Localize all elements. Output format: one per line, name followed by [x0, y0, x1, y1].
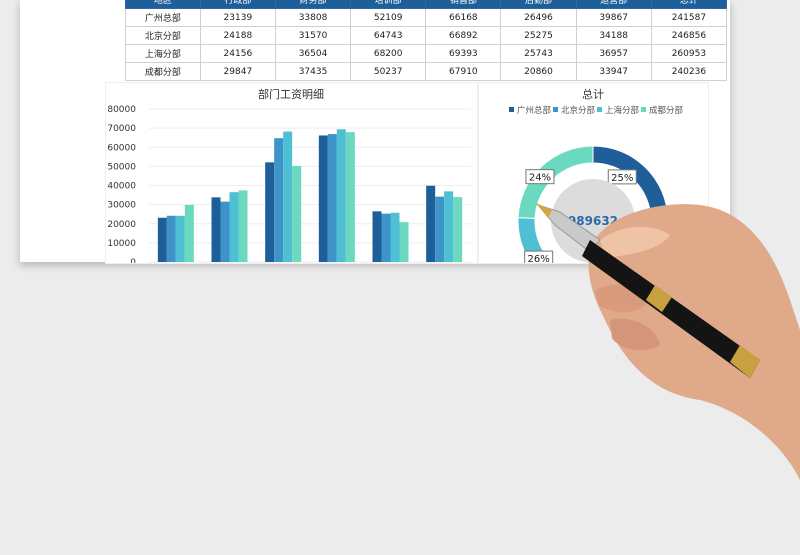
y-tick-label: 20000 — [107, 220, 136, 230]
salary-table: 地区 行政部 财务部 培训部 销售部 后勤部 运营部 总计 广州总部 23139 33808 521… — [125, 0, 728, 81]
bar — [274, 138, 284, 262]
legend-label: 成都分部 — [649, 105, 684, 116]
bar — [372, 211, 382, 262]
bar — [426, 185, 436, 262]
chart-title: 部门工资明细 — [258, 87, 324, 101]
legend-swatch — [597, 107, 602, 112]
legend-swatch — [553, 107, 558, 112]
table-row: 北京分部 24188 31570 64743 66892 25275 34188 246856 — [125, 26, 728, 45]
data-label-box — [525, 169, 555, 185]
y-tick-label: 50000 — [107, 162, 136, 172]
data-label: 26% — [528, 254, 550, 263]
bar — [318, 135, 328, 262]
table-row: 成都分部 29847 37435 50237 67910 20860 33947 240236 — [125, 62, 728, 81]
bar — [166, 215, 176, 262]
total-value: 989632 — [568, 214, 618, 228]
chart-title: 总计 — [582, 87, 604, 101]
data-label-box — [607, 169, 637, 185]
legend-swatch — [641, 107, 646, 112]
legend-label: 上海分部 — [605, 105, 640, 116]
legend-label: 北京分部 — [561, 105, 596, 116]
bar — [399, 222, 409, 262]
bar — [381, 213, 391, 262]
bar — [435, 196, 445, 262]
legend-label: 广州总部 — [517, 105, 552, 116]
bar — [345, 132, 355, 262]
y-tick-label: 60000 — [107, 143, 136, 153]
bar — [336, 129, 346, 262]
y-tick-label: 80000 — [107, 105, 136, 115]
bar — [211, 197, 221, 262]
bar — [283, 131, 293, 262]
y-tick-label: 30000 — [107, 201, 136, 211]
bar — [390, 212, 400, 262]
table-cell[interactable]: 240236 — [650, 62, 728, 81]
y-tick-label: 70000 — [107, 124, 136, 134]
bar — [238, 190, 248, 262]
bar-chart-panel: 部门工资明细 0 10000 20000 30000 40000 50000 60000 700… — [105, 82, 478, 268]
legend-swatch — [509, 107, 514, 112]
y-tick-label: 10000 — [107, 239, 136, 249]
bar — [292, 165, 302, 262]
table-cell[interactable]: 成都分部 — [125, 62, 201, 81]
table-row: 广州总部 23139 33808 52109 66168 26496 39867 241587 — [125, 8, 728, 27]
data-label: 25% — [611, 173, 633, 184]
bar — [453, 197, 463, 262]
bar — [175, 215, 185, 262]
bar — [327, 134, 337, 262]
data-label: 24% — [529, 173, 551, 184]
bar — [220, 201, 230, 262]
bar — [184, 204, 194, 262]
bar — [229, 192, 239, 262]
table-row: 上海分部 24156 36504 68200 69393 25743 36957 260953 — [125, 44, 728, 63]
y-tick-label: 40000 — [107, 182, 136, 192]
bar — [444, 191, 454, 262]
bar — [157, 217, 167, 262]
bar — [265, 162, 275, 262]
bar-chart: 部门工资明细0100002000030000400005000060000700… — [107, 87, 471, 268]
table-cell[interactable]: 67910 — [425, 62, 502, 81]
